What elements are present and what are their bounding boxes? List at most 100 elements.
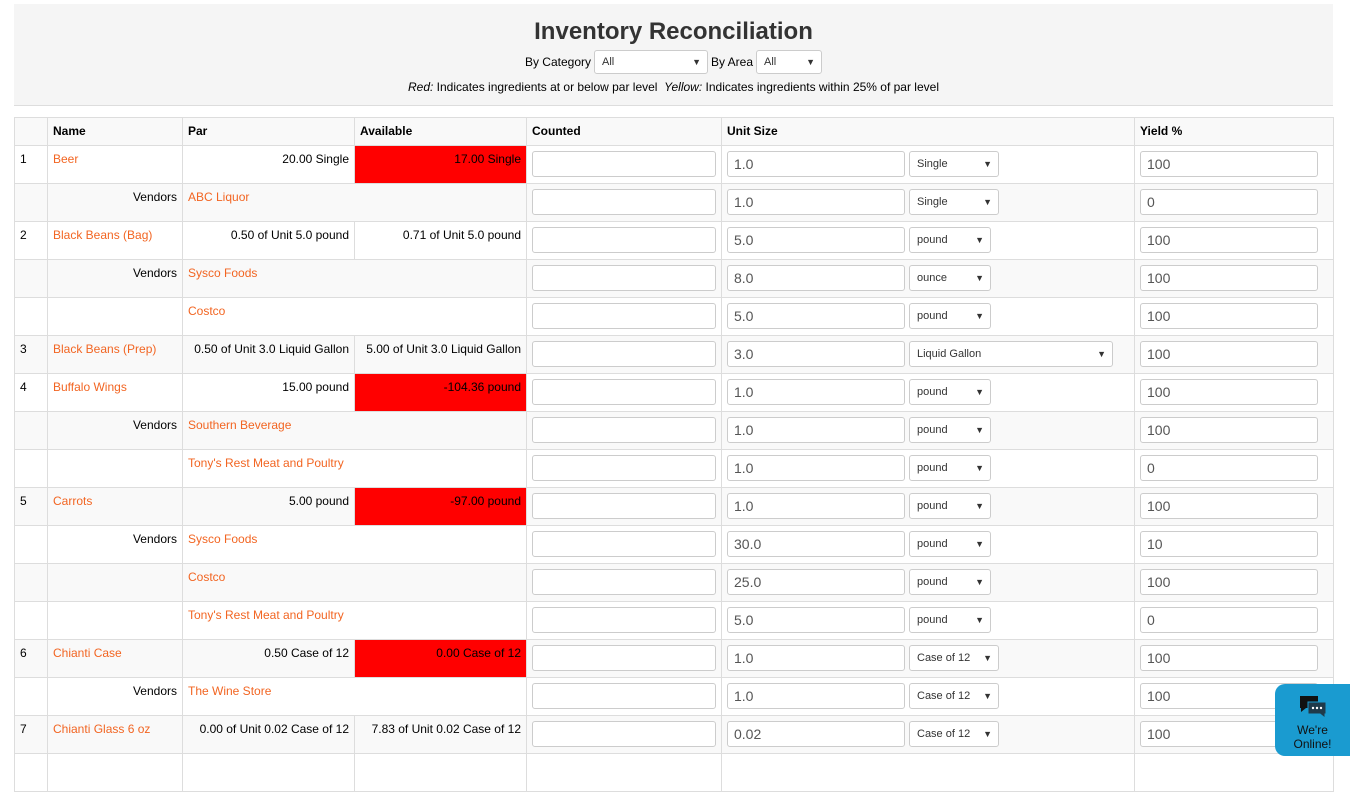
unit-select[interactable]: Single ▼ — [909, 151, 999, 177]
counted-input[interactable] — [532, 303, 716, 329]
unit-select[interactable]: Liquid Gallon ▼ — [909, 341, 1113, 367]
counted-input[interactable] — [532, 189, 716, 215]
ingredient-link[interactable]: Carrots — [53, 494, 93, 508]
yield-input[interactable]: 100 — [1140, 341, 1318, 367]
page-title: Inventory Reconciliation — [534, 18, 813, 45]
yield-input[interactable]: 100 — [1140, 569, 1318, 595]
unit-select[interactable]: pound ▼ — [909, 303, 991, 329]
counted-input[interactable] — [532, 607, 716, 633]
row-number: 5 — [14, 487, 48, 526]
yield-input[interactable]: 100 — [1140, 493, 1318, 519]
available-cell: -104.36 pound — [354, 373, 527, 412]
yield-input[interactable]: 100 — [1140, 379, 1318, 405]
unit-size-input[interactable]: 8.0 — [727, 265, 905, 291]
counted-input[interactable] — [532, 341, 716, 367]
vendor-link[interactable]: Costco — [188, 304, 226, 318]
counted-input[interactable] — [532, 379, 716, 405]
counted-input[interactable] — [532, 227, 716, 253]
vendor-link[interactable]: The Wine Store — [188, 684, 272, 698]
counted-input[interactable] — [532, 417, 716, 443]
unit-size-input[interactable]: 1.0 — [727, 379, 905, 405]
unit-size-input[interactable]: 25.0 — [727, 569, 905, 595]
yield-input[interactable]: 100 — [1140, 227, 1318, 253]
unit-size-input[interactable]: 5.0 — [727, 227, 905, 253]
available-cell: 17.00 Single — [354, 145, 527, 184]
ingredient-link[interactable]: Black Beans (Prep) — [53, 342, 157, 356]
unit-select-value: ounce — [917, 272, 947, 284]
unit-size-input[interactable]: 5.0 — [727, 607, 905, 633]
row-number: 4 — [14, 373, 48, 412]
vendor-link[interactable]: ABC Liquor — [188, 190, 250, 204]
unit-select[interactable]: Case of 12 ▼ — [909, 721, 999, 747]
area-select[interactable]: All ▼ — [756, 50, 823, 74]
unit-select-value: pound — [917, 538, 948, 550]
unit-select[interactable]: pound ▼ — [909, 417, 991, 443]
unit-select-value: Single — [917, 158, 948, 170]
unit-select[interactable]: Case of 12 ▼ — [909, 645, 999, 671]
ingredient-link[interactable]: Chianti Glass 6 oz — [53, 722, 151, 736]
yield-input[interactable]: 10 — [1140, 531, 1318, 557]
ingredient-link[interactable]: Chianti Case — [53, 646, 122, 660]
unit-select[interactable]: ounce ▼ — [909, 265, 991, 291]
chat-widget-button[interactable]: We're Online! — [1275, 684, 1350, 756]
yield-input[interactable]: 100 — [1140, 151, 1318, 177]
counted-input[interactable] — [532, 265, 716, 291]
unit-select[interactable]: pound ▼ — [909, 569, 991, 595]
vendors-label — [47, 449, 183, 488]
unit-size-input[interactable]: 0.02 — [727, 721, 905, 747]
yield-input[interactable]: 0 — [1140, 455, 1318, 481]
unit-size-input[interactable]: 1.0 — [727, 151, 905, 177]
unit-select[interactable]: pound ▼ — [909, 379, 991, 405]
unit-size-input[interactable]: 30.0 — [727, 531, 905, 557]
unit-select-value: pound — [917, 576, 948, 588]
unit-size-input[interactable]: 5.0 — [727, 303, 905, 329]
vendor-link[interactable]: Costco — [188, 570, 226, 584]
unit-select[interactable]: pound ▼ — [909, 455, 991, 481]
yield-input[interactable]: 100 — [1140, 645, 1318, 671]
unit-size-input[interactable]: 3.0 — [727, 341, 905, 367]
category-select[interactable]: All ▼ — [594, 50, 708, 74]
ingredient-link[interactable]: Beer — [53, 152, 79, 166]
counted-input[interactable] — [532, 531, 716, 557]
vendor-link[interactable]: Sysco Foods — [188, 266, 258, 280]
ingredient-link[interactable]: Buffalo Wings — [53, 380, 127, 394]
unit-select-value: pound — [917, 462, 948, 474]
counted-input[interactable] — [532, 455, 716, 481]
unit-select[interactable]: pound ▼ — [909, 493, 991, 519]
unit-size-input[interactable]: 1.0 — [727, 417, 905, 443]
inventory-table: Name Par Available Counted Unit Size Yield % … — [14, 117, 1334, 792]
vendor-link[interactable]: Southern Beverage — [188, 418, 292, 432]
yield-input[interactable]: 100 — [1140, 303, 1318, 329]
unit-select[interactable]: Case of 12 ▼ — [909, 683, 999, 709]
available-cell: 0.71 of Unit 5.0 pound — [354, 221, 527, 260]
unit-select-value: pound — [917, 500, 948, 512]
counted-input[interactable] — [532, 645, 716, 671]
counted-input[interactable] — [532, 683, 716, 709]
counted-input[interactable] — [532, 569, 716, 595]
table-row: 6 Chianti Case 0.50 Case of 12 0.00 Case of… — [14, 639, 1334, 678]
counted-input[interactable] — [532, 721, 716, 747]
vendor-link[interactable]: Tony's Rest Meat and Poultry — [188, 608, 344, 622]
row-number — [14, 411, 48, 450]
category-label: By Category — [524, 55, 591, 69]
vendor-link[interactable]: Sysco Foods — [188, 532, 258, 546]
vendor-link[interactable]: Tony's Rest Meat and Poultry — [188, 456, 344, 470]
counted-input[interactable] — [532, 151, 716, 177]
unit-select[interactable]: pound ▼ — [909, 607, 991, 633]
unit-select[interactable]: pound ▼ — [909, 227, 991, 253]
unit-select[interactable]: pound ▼ — [909, 531, 991, 557]
ingredient-link[interactable]: Black Beans (Bag) — [53, 228, 153, 242]
counted-input[interactable] — [532, 493, 716, 519]
unit-size-input[interactable]: 1.0 — [727, 645, 905, 671]
unit-size-input[interactable]: 1.0 — [727, 455, 905, 481]
area-value: All — [764, 56, 777, 68]
unit-size-input[interactable]: 1.0 — [727, 189, 905, 215]
yield-input[interactable]: 0 — [1140, 607, 1318, 633]
unit-size-input[interactable]: 1.0 — [727, 493, 905, 519]
yield-input[interactable]: 100 — [1140, 265, 1318, 291]
yield-input[interactable]: 0 — [1140, 189, 1318, 215]
column-header: Par — [182, 117, 355, 146]
yield-input[interactable]: 100 — [1140, 417, 1318, 443]
unit-size-input[interactable]: 1.0 — [727, 683, 905, 709]
unit-select[interactable]: Single ▼ — [909, 189, 999, 215]
